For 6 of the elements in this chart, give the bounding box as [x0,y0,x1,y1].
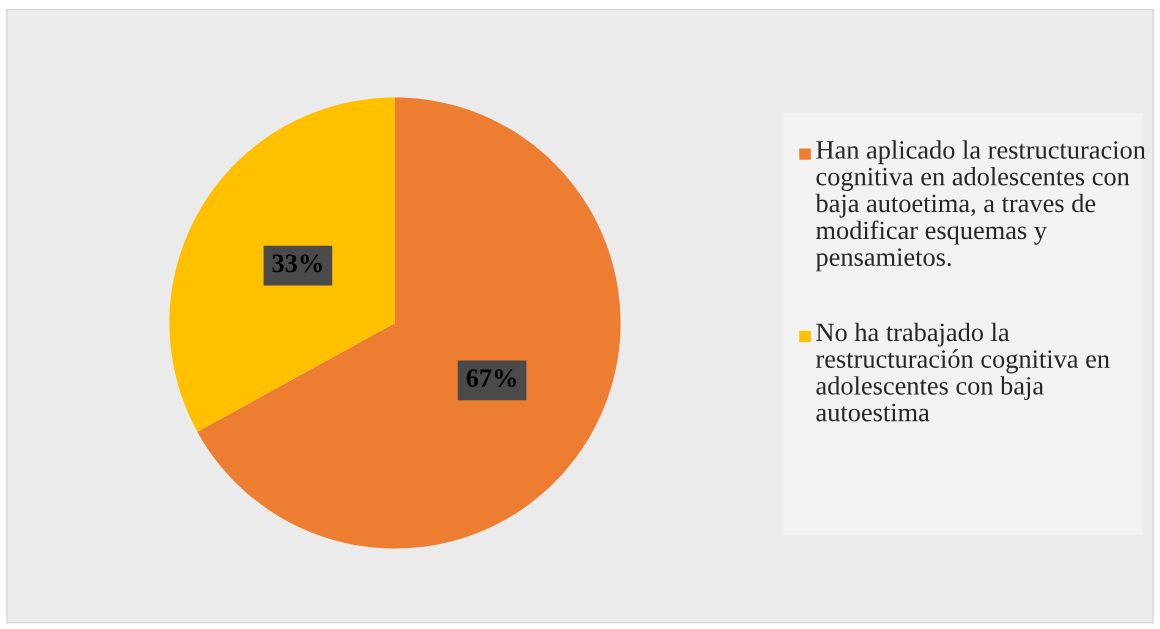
legend-label: Han aplicado la restructuracion cognitiva en adolescentes con baja autoetima, a traves de modificar esquemas y pensamietos. [815,140,1146,272]
pie-slice [197,97,621,549]
data-label: 33% [272,254,322,273]
data-label: 67% [466,369,517,388]
pie-slice [169,97,395,432]
legend-label: No ha trabajado la restructuración cognitiva en adolescentes con baja autoestima [816,322,1110,422]
